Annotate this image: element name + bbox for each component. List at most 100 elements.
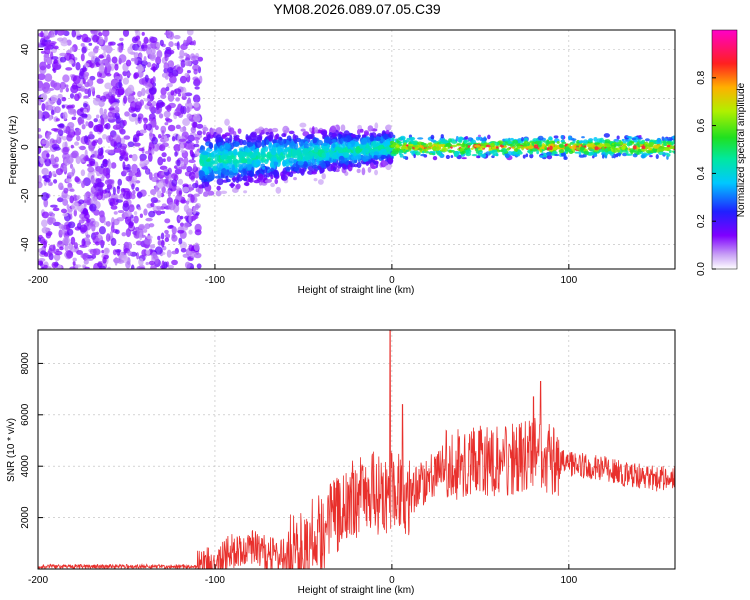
snr-x-tick-label: -100 [205, 575, 225, 586]
spectrogram-cell [392, 134, 396, 139]
spectrogram-cell [184, 72, 190, 78]
spectrogram-cell [243, 181, 250, 186]
spectrogram-cell [367, 166, 372, 173]
spectrogram-cell [186, 200, 190, 205]
spectrogram-cell [102, 133, 108, 140]
spectrogram-cell [605, 151, 609, 156]
spectrogram-cell [83, 135, 89, 144]
spectrogram-cell [207, 190, 215, 196]
spectrogram-cell [135, 186, 140, 192]
spectrogram-cell [135, 35, 141, 41]
spectrogram-cell [69, 195, 74, 204]
spectrogram-cell [558, 149, 565, 154]
spectrogram-cell [522, 144, 528, 147]
spectrogram-cell [655, 154, 659, 160]
spectrogram-cell [124, 111, 130, 117]
spectrogram-cell [164, 233, 171, 239]
spectrogram-cell [369, 135, 375, 142]
spectrogram-cell [78, 199, 85, 205]
spectrogram-cell [72, 257, 77, 262]
spectrogram-cell [61, 104, 65, 109]
spectrogram-cell [87, 166, 95, 173]
spectrogram-cell [79, 224, 88, 233]
spectrogram-cell [668, 140, 671, 144]
spectrogram-cell [196, 130, 203, 136]
spectrogram-cell [110, 237, 117, 247]
spectrogram-cell [342, 137, 349, 142]
spectrogram-cell [43, 264, 48, 269]
spectrogram-cell [321, 152, 327, 159]
spectrogram-cell [103, 192, 110, 199]
spectrogram-cell [254, 128, 262, 134]
spectrogram-cell [54, 250, 63, 256]
spectrogram-cell [398, 141, 402, 144]
spectrogram-cell [191, 151, 195, 161]
spectrogram-cell [385, 124, 392, 130]
spectrogram-cell [81, 180, 86, 189]
spectrogram-cell [195, 203, 199, 211]
spectrogram-cell [220, 154, 228, 160]
spectrogram-cell [314, 126, 319, 134]
spectrogram-cell [104, 179, 113, 186]
spectrogram-cell [98, 36, 104, 46]
spectrogram-cell [392, 137, 395, 142]
spectrogram-cell [139, 129, 147, 134]
spectrogram-cell [57, 264, 62, 269]
spectrogram-cell [70, 236, 76, 245]
spectrogram-cell [321, 173, 326, 180]
spectrogram-cell [556, 141, 560, 145]
spectrogram-cell [48, 244, 56, 252]
spectrogram-cell [289, 171, 294, 178]
spectrogram-cell [103, 124, 109, 129]
spectrogram-cell [167, 264, 175, 269]
spectrogram-cell [62, 236, 70, 245]
spectrogram-cell [166, 104, 172, 112]
spectrogram-cell [114, 229, 120, 235]
spectrogram-cell [479, 149, 483, 153]
spectrogram-cell [171, 173, 178, 180]
spectrogram-cell [51, 127, 59, 132]
spectrogram-cell [364, 155, 370, 159]
spectrogram-cell [506, 147, 510, 151]
spectrogram-cell [180, 199, 187, 204]
spectrogram-cell [156, 103, 160, 111]
spectrogram-cell [288, 157, 295, 164]
spectrogram-cell [171, 226, 177, 235]
spectrogram-cell [165, 118, 173, 123]
spectrogram-cell [175, 186, 180, 190]
spectrogram-cell [455, 138, 458, 142]
spectrogram-cell [40, 30, 44, 38]
spectrogram-cell [81, 113, 88, 119]
spectrogram-cell [271, 139, 277, 144]
spectrogram-cell [91, 140, 97, 147]
spectrogram-cell [146, 123, 153, 131]
spectrogram-cell [131, 163, 138, 173]
spectrogram-cell [108, 149, 115, 154]
spectrogram-cell [564, 146, 570, 152]
spectrogram-cell [503, 138, 510, 142]
spectrogram-cell [438, 144, 445, 147]
spectrogram-cell [92, 231, 100, 236]
spectrogram-cell [536, 140, 542, 144]
spectrogram-cell [192, 40, 197, 46]
spectrogram-cell [355, 142, 359, 147]
spectrogram-cell [293, 176, 297, 181]
spectrogram-cell [177, 229, 185, 234]
spectrogram-cell [111, 56, 118, 64]
spectrogram-cell [179, 126, 187, 133]
spectrogram-cell [102, 30, 110, 37]
spectrogram-cell [320, 162, 326, 168]
spectrogram-cell [77, 116, 85, 125]
spectrogram-cell [321, 130, 326, 135]
spectrogram-cell [83, 95, 90, 99]
spectrogram-cell [60, 41, 68, 47]
spectrogram-cell [332, 143, 336, 149]
spectrogram-cell [256, 136, 262, 141]
spectrogram-cell [179, 143, 185, 151]
spectrogram-cell [182, 186, 189, 193]
spectrogram-cell [645, 144, 648, 147]
spectrogram-cell [182, 253, 190, 258]
spectrogram-cell [161, 239, 165, 248]
spectrogram-cell [44, 39, 52, 43]
snr-line [38, 330, 675, 569]
